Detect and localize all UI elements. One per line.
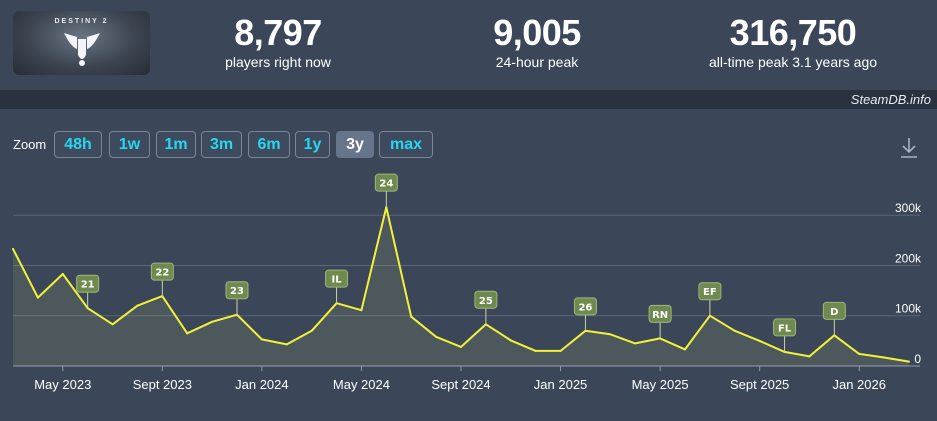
x-tick-label: Jan 2024 <box>235 377 289 392</box>
current-players-label: players right now <box>225 54 331 70</box>
data-point[interactable] <box>634 342 637 345</box>
stat-24h-peak: 9,005 24-hour peak <box>462 12 612 70</box>
zoom-button-3m[interactable]: 3m <box>201 131 242 158</box>
data-point[interactable] <box>733 329 736 332</box>
data-point[interactable] <box>609 333 612 336</box>
y-tick-label: 100k <box>895 302 922 316</box>
series-area <box>13 207 909 366</box>
annotation-badge <box>573 297 597 316</box>
annotation-badge <box>773 318 797 337</box>
annotation-label: FL <box>778 323 792 334</box>
annotation-label: IL <box>332 275 343 286</box>
zoom-label: Zoom <box>13 137 47 152</box>
header-bar: DESTINY 2 8,797 players right now 9,005 … <box>0 0 937 90</box>
annotation-label: D <box>830 307 838 318</box>
release-annotation[interactable]: IL <box>325 269 349 304</box>
data-point[interactable] <box>410 315 413 318</box>
stat-current: 8,797 players right now <box>203 12 353 70</box>
annotation-label: RN <box>652 310 668 321</box>
x-tick-label: Jan 2025 <box>534 377 588 392</box>
player-count-chart: 21 22 23 IL 24 25 26 RN EF FL D 0 100k 200k 300k May … <box>12 173 922 392</box>
data-point[interactable] <box>808 355 811 358</box>
annotation-label: 26 <box>578 302 592 313</box>
annotation-label: 21 <box>81 280 95 291</box>
annotation-label: EF <box>703 287 717 298</box>
annotation-label: 24 <box>379 179 393 190</box>
data-point[interactable] <box>136 304 139 307</box>
annotation-label: 23 <box>230 286 244 297</box>
data-point[interactable] <box>61 273 64 276</box>
release-annotation[interactable]: 24 <box>374 173 398 208</box>
annotation-badge <box>698 282 722 301</box>
release-annotation[interactable]: 21 <box>76 274 100 309</box>
release-annotation[interactable]: D <box>822 301 846 336</box>
annotation-badge <box>474 290 498 309</box>
zoom-button-6m[interactable]: 6m <box>248 131 290 158</box>
data-point[interactable] <box>285 343 288 346</box>
data-point[interactable] <box>509 339 512 342</box>
annotation-label: 22 <box>155 268 169 279</box>
zoom-button-1w[interactable]: 1w <box>109 131 150 158</box>
peak-24h-value: 9,005 <box>493 12 581 53</box>
annotation-label: 25 <box>479 296 493 307</box>
annotation-badge <box>150 262 174 281</box>
current-players-value: 8,797 <box>234 12 322 53</box>
annotation-badge <box>648 304 672 323</box>
zoom-button-1y[interactable]: 1y <box>295 131 330 158</box>
data-point[interactable] <box>908 360 910 363</box>
steamdb-credit[interactable]: SteamDB.info <box>850 92 931 107</box>
data-point[interactable] <box>684 348 686 351</box>
data-point[interactable] <box>758 339 761 342</box>
data-point[interactable] <box>858 352 861 355</box>
destiny-emblem-icon <box>64 33 100 66</box>
data-point[interactable] <box>111 323 114 326</box>
annotation-badge <box>822 301 846 320</box>
release-annotation[interactable]: 26 <box>573 297 597 331</box>
x-tick-label: May 2025 <box>632 377 689 392</box>
data-point[interactable] <box>211 320 214 323</box>
data-point[interactable] <box>36 296 39 299</box>
zoom-button-1m[interactable]: 1m <box>156 131 196 158</box>
divider-band <box>0 90 937 109</box>
data-point[interactable] <box>559 349 562 352</box>
data-point[interactable] <box>12 247 14 250</box>
zoom-button-48h[interactable]: 48h <box>54 131 102 158</box>
x-tick-label: Sept 2023 <box>133 377 192 392</box>
x-tick-label: May 2024 <box>333 377 390 392</box>
data-point[interactable] <box>310 329 313 332</box>
download-icon[interactable] <box>898 136 920 160</box>
annotation-badge <box>374 173 398 192</box>
y-tick-label: 200k <box>895 251 922 265</box>
annotation-badge <box>76 274 100 293</box>
data-point[interactable] <box>534 349 537 352</box>
x-tick-label: May 2023 <box>34 377 91 392</box>
zoom-button-max[interactable]: max <box>379 131 433 158</box>
all-time-peak-label: all-time peak 3.1 years ago <box>708 54 878 70</box>
release-annotation[interactable]: FL <box>773 318 797 352</box>
annotation-badge <box>325 269 349 288</box>
data-point[interactable] <box>360 309 363 312</box>
release-annotation[interactable]: EF <box>698 282 722 316</box>
x-tick-label: Jan 2026 <box>832 377 886 392</box>
zoom-button-3y[interactable]: 3y <box>336 131 374 158</box>
data-point[interactable] <box>260 338 263 341</box>
release-annotation[interactable]: RN <box>648 304 672 339</box>
game-logo[interactable]: DESTINY 2 <box>13 11 150 75</box>
data-point[interactable] <box>435 335 438 338</box>
y-tick-label: 0 <box>914 352 921 366</box>
x-tick-label: Sept 2025 <box>730 377 789 392</box>
annotation-badge <box>225 281 249 300</box>
logo-text: DESTINY 2 <box>54 18 109 25</box>
data-point[interactable] <box>883 356 886 359</box>
y-tick-label: 300k <box>895 201 922 215</box>
peak-24h-label: 24-hour peak <box>495 54 579 70</box>
stat-all-time-peak: 316,750 all-time peak 3.1 years ago <box>693 12 893 70</box>
release-annotation[interactable]: 25 <box>474 290 498 325</box>
release-annotation[interactable]: 23 <box>225 281 249 315</box>
all-time-peak-value: 316,750 <box>729 12 857 53</box>
x-tick-label: Sept 2024 <box>431 377 490 392</box>
data-point[interactable] <box>186 332 189 335</box>
release-annotation[interactable]: 22 <box>150 262 174 297</box>
data-point[interactable] <box>460 345 462 348</box>
